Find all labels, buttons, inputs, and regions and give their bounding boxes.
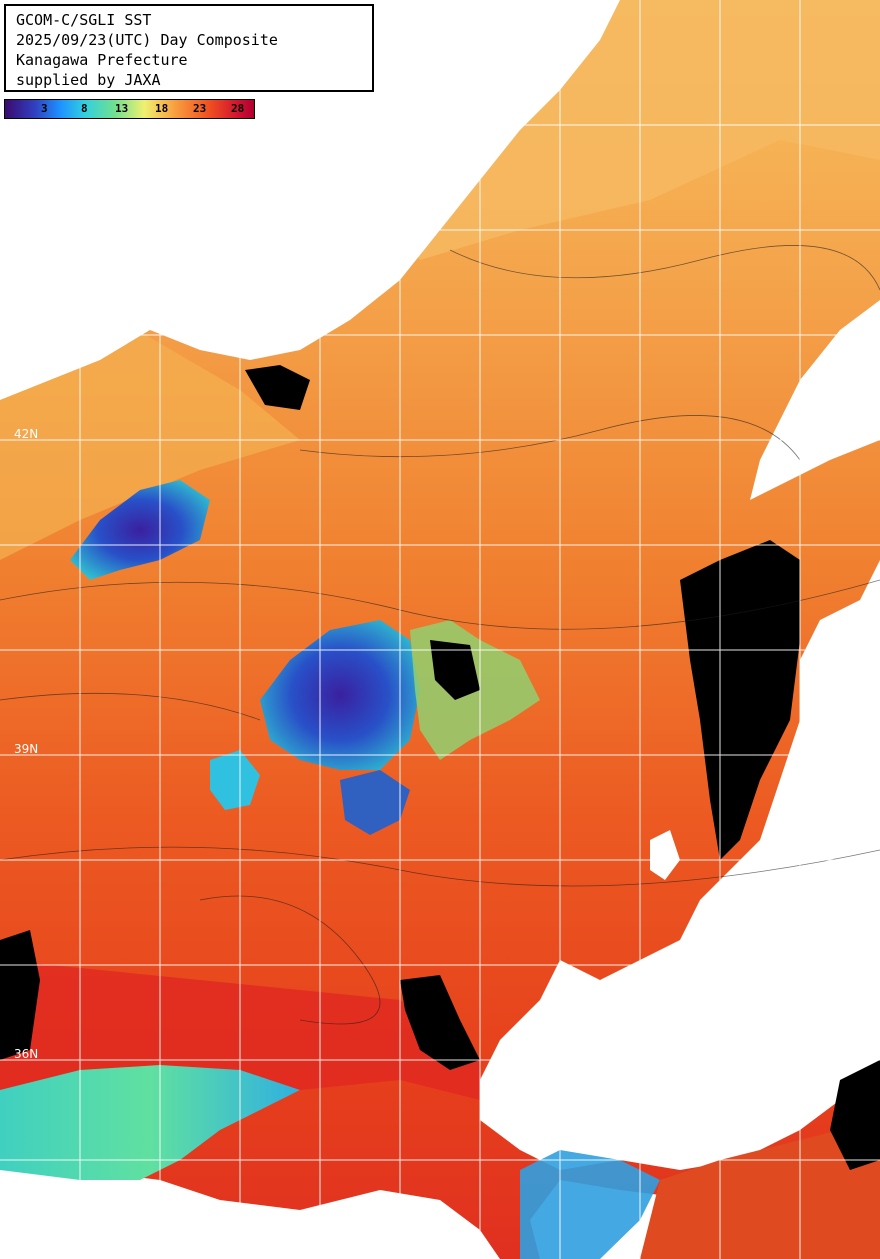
cloud-bottom-right	[830, 1060, 880, 1170]
colorbar-tick-13: 13	[115, 102, 129, 115]
lat-label-39n: 39N	[14, 742, 38, 756]
land-small-east	[650, 830, 680, 880]
southeast-warm-patch	[640, 1120, 880, 1259]
cloud-west	[0, 930, 40, 1060]
cold-eddy-central	[260, 620, 420, 770]
colorbar-tick-28: 28	[231, 102, 245, 115]
title-line-region: Kanagawa Prefecture	[16, 51, 188, 69]
cloud-east	[680, 540, 800, 860]
cloud-central	[430, 640, 480, 700]
colorbar-tick-8: 8	[81, 102, 88, 115]
colorbar: 3 8 13 18 23 28	[4, 99, 255, 119]
lat-label-36n: 36N	[14, 1047, 38, 1061]
southern-cool-water	[0, 1065, 300, 1180]
cold-eddy-south	[340, 770, 410, 835]
colorbar-tick-18: 18	[155, 102, 169, 115]
title-line-product: GCOM-C/SGLI SST	[16, 11, 152, 29]
title-box: GCOM-C/SGLI SST 2025/09/23(UTC) Day Comp…	[4, 4, 374, 92]
cloud-north	[245, 365, 310, 410]
cloud-south-coast	[400, 975, 480, 1070]
title-line-date: 2025/09/23(UTC) Day Composite	[16, 31, 278, 49]
southeast-cool-water	[520, 1150, 660, 1259]
land-east-peninsula	[750, 300, 880, 500]
land-east-coast	[480, 560, 880, 1170]
lat-label-42n: 42N	[14, 427, 38, 441]
cold-eddy-west	[70, 480, 210, 580]
title-line-supplier: supplied by JAXA	[16, 71, 161, 89]
cold-eddy-small	[210, 750, 260, 810]
colorbar-tick-23: 23	[193, 102, 207, 115]
colorbar-tick-3: 3	[41, 102, 48, 115]
